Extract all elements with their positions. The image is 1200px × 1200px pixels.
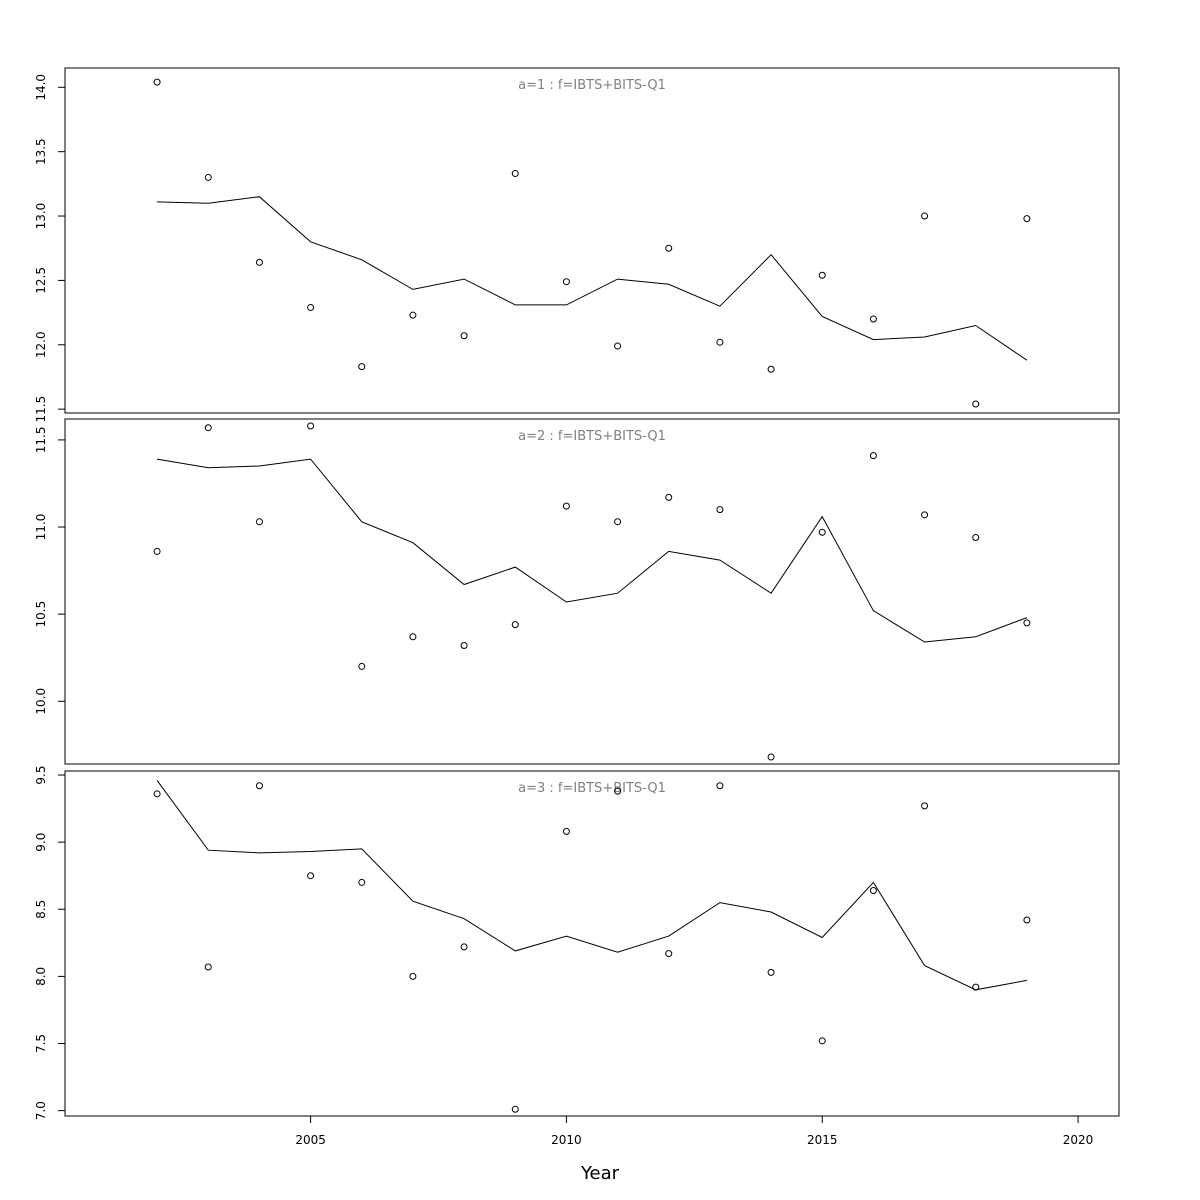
x-axis: 2005 2010 2015 2020 [295,1115,1094,1147]
observed-point [716,506,724,514]
panel-2: a=2 : f=IBTS+BITS-Q1 10.0 10.5 11.0 11.5 [34,418,1120,765]
observed-point [255,258,263,266]
panel-frame [64,418,1120,765]
observed-point [511,621,519,629]
panel-1: a=1 : f=IBTS+BITS-Q1 11.5 12.0 12.5 13.0 13.5… [34,67,1120,423]
panel-title: a=1 : f=IBTS+BITS-Q1 [518,78,666,93]
observed-point [153,790,161,798]
fit-line [156,780,1027,991]
panel-frame [64,770,1120,1117]
y-tick-label: 11.5 [34,396,48,423]
y-tick-label: 13.5 [34,138,48,165]
observed-point [307,422,315,430]
observed-point [1023,619,1031,627]
y-tick-label: 8.0 [34,967,48,986]
observed-point [767,753,775,761]
observed-point [511,1105,519,1113]
observed-point [409,972,417,980]
y-tick-label: 12.0 [34,331,48,358]
observed-point [358,662,366,670]
observed-point [1023,916,1031,924]
observed-point [153,547,161,555]
observed-point [409,311,417,319]
x-tick-label: 2015 [807,1133,838,1147]
observed-point [716,338,724,346]
observed-point [665,244,673,252]
observed-point [614,518,622,526]
observed-point [818,1037,826,1045]
fit-line [157,196,1028,361]
observed-point [767,968,775,976]
fit-line [157,458,1028,643]
observed-point [460,642,468,650]
observed-point [358,878,366,886]
y-tick-label: 10.0 [34,688,48,715]
observed-point [818,271,826,279]
y-tick-label: 10.5 [34,601,48,628]
observed-point [665,950,673,958]
panel-title: a=2 : f=IBTS+BITS-Q1 [518,429,666,444]
y-tick-label: 11.0 [34,514,48,541]
x-tick-label: 2005 [295,1133,326,1147]
panel-frame [64,67,1120,414]
observed-points [153,78,1031,408]
observed-point [972,400,980,408]
observed-point [869,452,877,460]
y-tick-label: 7.0 [34,1101,48,1120]
observed-point [307,303,315,311]
y-tick-label: 9.5 [34,765,48,784]
x-axis-label: Year [580,1163,620,1184]
y-tick-label: 9.0 [34,833,48,852]
observed-point [972,533,980,541]
y-tick-label: 12.5 [34,267,48,294]
panels: a=1 : f=IBTS+BITS-Q1 11.5 12.0 12.5 13.0 13.5… [34,67,1120,1120]
observed-point [614,342,622,350]
observed-point [665,493,673,501]
observed-point [921,511,929,519]
observed-point [562,278,570,286]
y-tick-label: 13.0 [34,203,48,230]
y-axis: 11.5 12.0 12.5 13.0 13.5 14.0 [34,74,66,423]
observed-point [921,212,929,220]
observed-point [255,518,263,526]
y-tick-label: 14.0 [34,74,48,101]
observed-point [818,528,826,536]
panel-title: a=3 : f=IBTS+BITS-Q1 [518,781,666,796]
panel-3: a=3 : f=IBTS+BITS-Q1 7.0 7.5 8.0 8.5 9.0 9.5 [34,765,1120,1120]
observed-point [409,633,417,641]
y-tick-label: 8.5 [34,900,48,919]
y-tick-label: 11.5 [34,427,48,454]
observed-point [869,315,877,323]
observed-point [716,782,724,790]
x-tick-label: 2010 [551,1133,582,1147]
observed-point [614,787,622,795]
observed-points [153,422,1031,761]
observed-point [204,963,212,971]
observed-point [204,173,212,181]
x-tick-label: 2020 [1063,1133,1094,1147]
observed-point [460,332,468,340]
y-axis: 10.0 10.5 11.0 11.5 [34,427,66,715]
observed-points [153,782,1031,1113]
observed-point [307,872,315,880]
observed-point [460,943,468,951]
observed-point [972,983,980,991]
observed-point [562,502,570,510]
observed-point [204,424,212,432]
observed-point [562,827,570,835]
observed-point [511,170,519,178]
observed-point [358,363,366,371]
y-axis: 7.0 7.5 8.0 8.5 9.0 9.5 [34,765,66,1120]
observed-point [767,365,775,373]
y-tick-label: 7.5 [34,1034,48,1053]
observed-point [255,782,263,790]
observed-point [153,78,161,86]
observed-point [1023,215,1031,223]
observed-point [869,886,877,894]
observed-point [921,802,929,810]
